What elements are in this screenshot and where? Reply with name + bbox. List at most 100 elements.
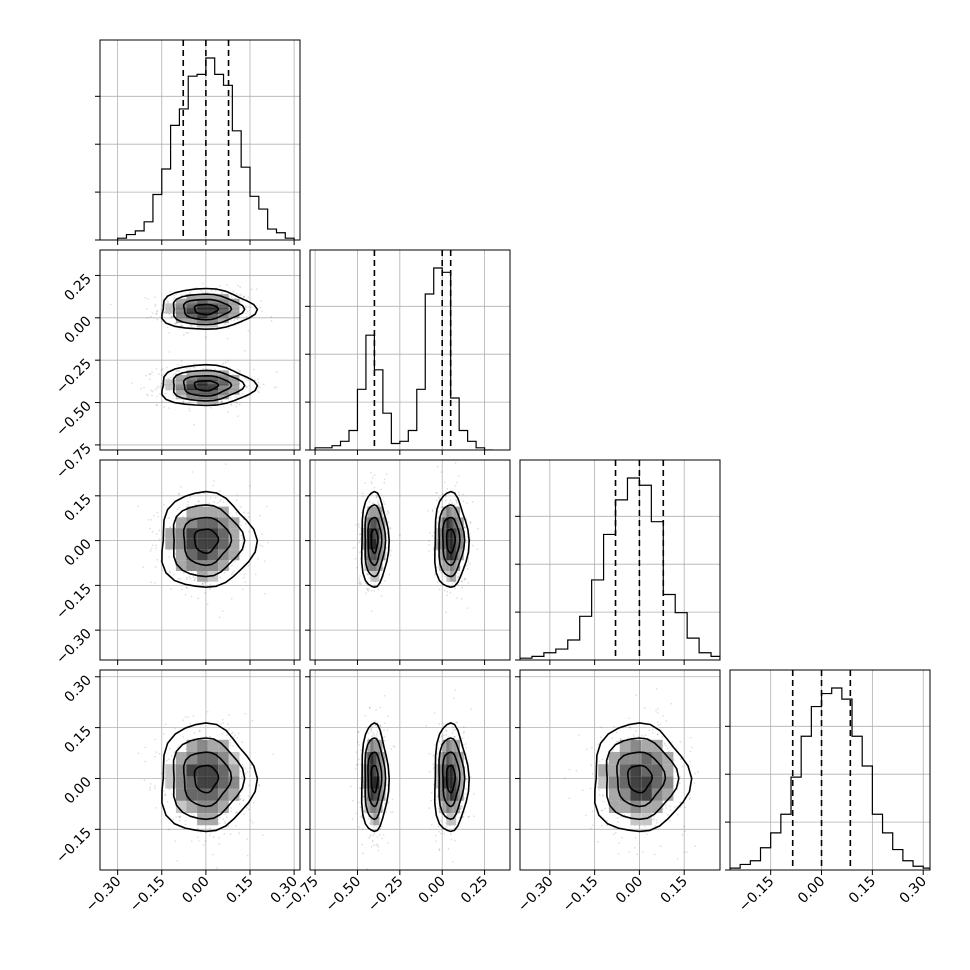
- density-cell: [641, 752, 652, 765]
- x-tick-label: −0.15: [736, 874, 778, 916]
- sample-point: [250, 288, 253, 291]
- density-cell: [218, 307, 229, 314]
- sample-point: [679, 801, 681, 804]
- sample-point: [465, 746, 468, 749]
- joint-1-2: [305, 459, 511, 665]
- sample-point: [210, 407, 212, 409]
- sample-point: [646, 833, 648, 836]
- sample-point: [198, 729, 201, 732]
- sample-point: [205, 735, 207, 738]
- sample-point: [218, 843, 221, 845]
- sample-point: [246, 315, 248, 318]
- density-cell: [165, 764, 176, 777]
- sample-point: [193, 732, 196, 734]
- sample-point: [231, 571, 234, 574]
- sample-point: [382, 500, 385, 503]
- sample-point: [228, 714, 230, 716]
- sample-point: [465, 778, 468, 781]
- histogram-2-step: [520, 477, 720, 660]
- sample-point: [445, 499, 447, 502]
- sample-point: [655, 709, 657, 712]
- density-cell: [367, 517, 374, 528]
- x-tick-label: −0.15: [560, 874, 602, 916]
- sample-point: [154, 807, 157, 809]
- sample-point: [189, 723, 192, 725]
- sample-point: [223, 322, 226, 325]
- sample-point: [359, 533, 361, 536]
- sample-point: [181, 324, 183, 327]
- sample-point: [465, 793, 468, 796]
- sample-point: [225, 361, 227, 364]
- sample-point: [232, 744, 235, 747]
- density-cell: [641, 813, 652, 826]
- sample-point: [212, 484, 215, 487]
- sample-point: [600, 726, 603, 728]
- sample-point: [436, 802, 439, 805]
- sample-point: [443, 589, 446, 592]
- sample-point: [380, 594, 383, 597]
- contour-line: [193, 303, 220, 316]
- sample-point: [242, 296, 245, 299]
- sample-point: [362, 526, 365, 529]
- density-cell: [442, 528, 449, 539]
- density-cell: [207, 298, 219, 305]
- density-cell: [370, 739, 377, 752]
- sample-point: [370, 728, 372, 731]
- density-cell: [370, 517, 377, 528]
- sample-point: [469, 776, 472, 778]
- density-cell: [197, 298, 208, 305]
- sample-point: [184, 823, 187, 826]
- sample-point: [244, 377, 247, 380]
- sample-point: [175, 816, 177, 818]
- density-cell: [370, 528, 377, 539]
- joint-1-3-density: [349, 689, 475, 870]
- sample-point: [360, 583, 363, 585]
- sample-point: [457, 576, 459, 578]
- sample-point: [443, 832, 446, 835]
- sample-point: [669, 805, 671, 807]
- sample-point: [243, 295, 246, 298]
- sample-point: [453, 503, 456, 506]
- density-cell: [186, 764, 198, 777]
- joint-0-3: −0.30 −0.15 0.00 0.15 0.30−0.150.000.150.30: [53, 669, 301, 915]
- sample-point: [240, 524, 242, 527]
- sample-point: [244, 385, 247, 388]
- density-cell: [630, 788, 642, 801]
- sample-point: [230, 598, 233, 600]
- density-cell: [457, 764, 464, 777]
- sample-point: [359, 787, 361, 790]
- sample-point: [378, 505, 381, 507]
- sample-point: [435, 840, 437, 842]
- sample-point: [174, 322, 176, 325]
- histogram-0: [95, 39, 301, 245]
- sample-point: [189, 401, 192, 404]
- sample-point: [261, 310, 263, 313]
- sample-point: [209, 834, 211, 837]
- sample-point: [689, 750, 692, 753]
- density-cell: [186, 294, 198, 301]
- sample-point: [163, 503, 165, 506]
- sample-point: [674, 806, 676, 809]
- sample-point: [236, 396, 239, 399]
- density-cell: [457, 549, 464, 561]
- density-cell: [373, 800, 380, 813]
- density-cell: [175, 388, 187, 395]
- sample-point: [155, 547, 158, 550]
- sample-point: [442, 722, 445, 725]
- sample-point: [272, 753, 275, 755]
- sample-point: [684, 806, 686, 809]
- sample-point: [155, 751, 158, 754]
- sample-point: [256, 558, 259, 560]
- sample-point: [246, 771, 249, 773]
- density-cell: [619, 752, 631, 765]
- sample-point: [358, 577, 360, 580]
- density-cell: [186, 506, 198, 518]
- sample-point: [186, 578, 188, 581]
- sample-point: [383, 694, 386, 697]
- density-cell: [207, 294, 219, 301]
- density-cell: [197, 294, 208, 301]
- sample-point: [467, 560, 470, 563]
- sample-point: [653, 817, 656, 820]
- sample-point: [371, 482, 373, 485]
- sample-point: [662, 714, 664, 717]
